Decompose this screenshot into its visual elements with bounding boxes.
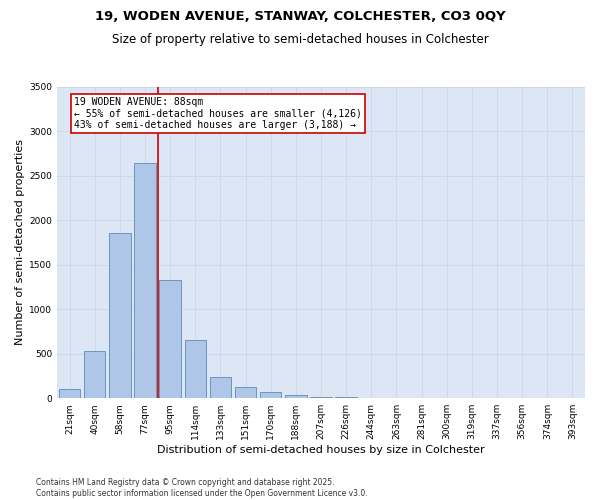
Bar	[59, 390, 80, 398]
Bar	[310, 397, 332, 398]
Bar	[235, 386, 256, 398]
Bar	[285, 394, 307, 398]
Bar	[185, 340, 206, 398]
Y-axis label: Number of semi-detached properties: Number of semi-detached properties	[15, 140, 25, 346]
Bar	[210, 377, 231, 398]
Text: 19, WODEN AVENUE, STANWAY, COLCHESTER, CO3 0QY: 19, WODEN AVENUE, STANWAY, COLCHESTER, C…	[95, 10, 505, 23]
Text: Size of property relative to semi-detached houses in Colchester: Size of property relative to semi-detach…	[112, 32, 488, 46]
Bar	[260, 392, 281, 398]
Text: 19 WODEN AVENUE: 88sqm
← 55% of semi-detached houses are smaller (4,126)
43% of : 19 WODEN AVENUE: 88sqm ← 55% of semi-det…	[74, 97, 362, 130]
Bar	[160, 280, 181, 398]
Bar	[109, 234, 131, 398]
Bar	[134, 163, 156, 398]
Bar	[84, 351, 106, 398]
X-axis label: Distribution of semi-detached houses by size in Colchester: Distribution of semi-detached houses by …	[157, 445, 485, 455]
Text: Contains HM Land Registry data © Crown copyright and database right 2025.
Contai: Contains HM Land Registry data © Crown c…	[36, 478, 368, 498]
